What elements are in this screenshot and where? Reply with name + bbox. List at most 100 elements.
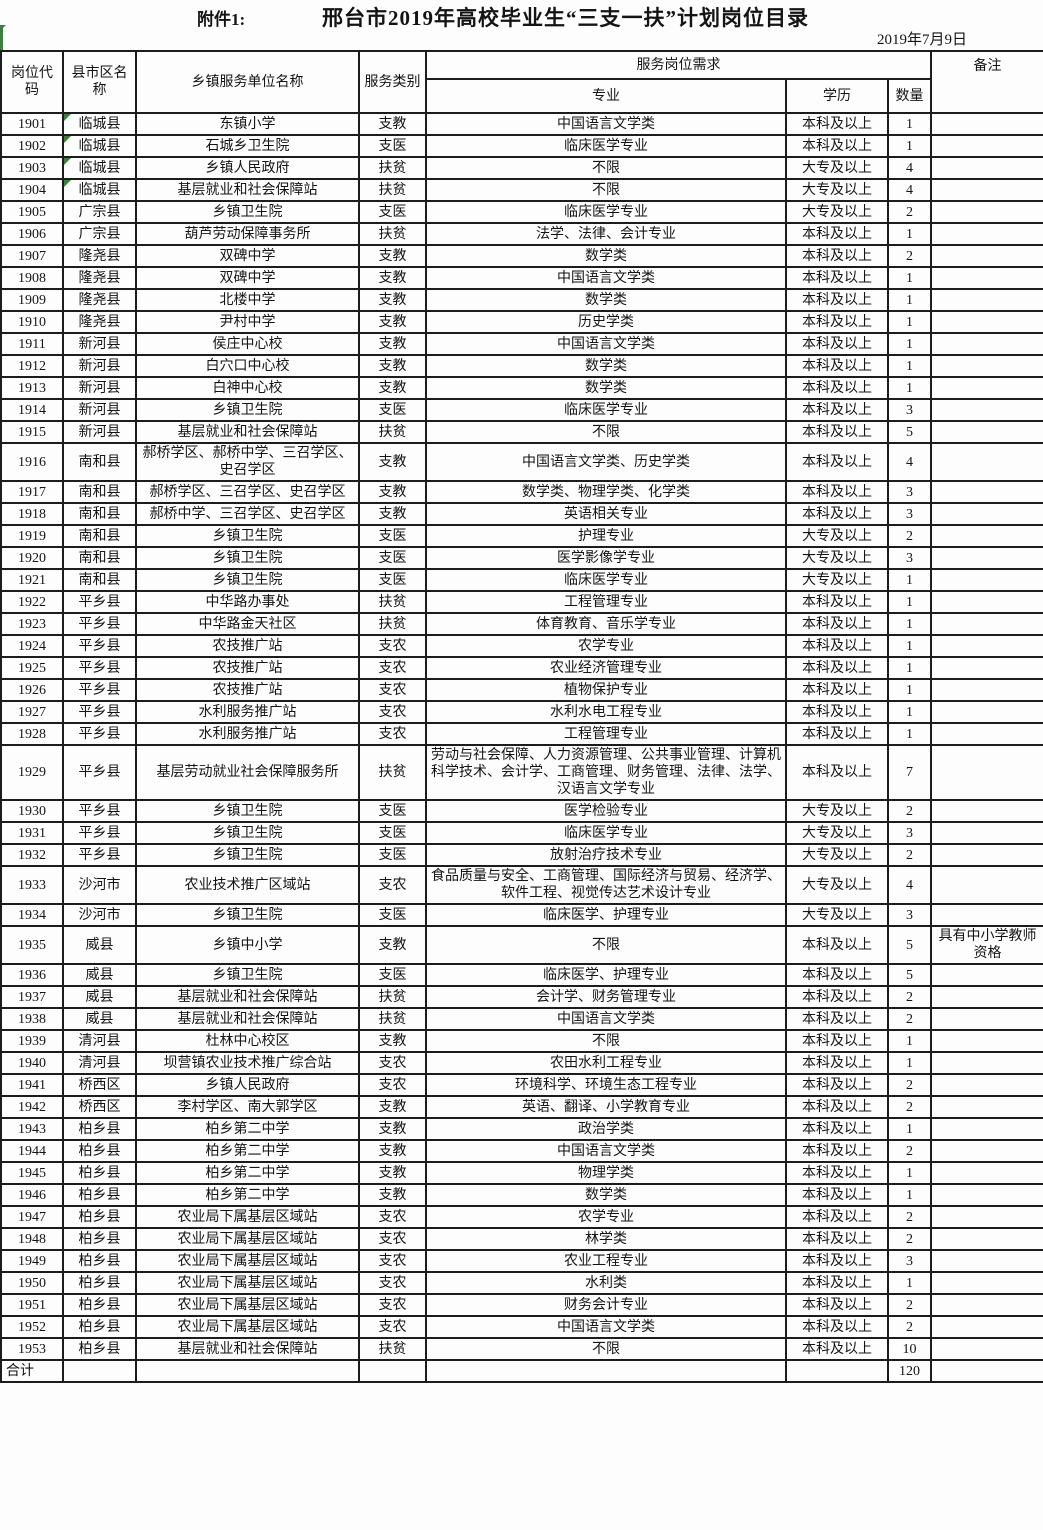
- cell-qty: 5: [887, 963, 932, 987]
- table-row: 1913 新河县 白神中心校 支教 数学类 本科及以上 1: [0, 376, 1043, 400]
- cell-county: 新河县: [62, 354, 137, 378]
- cell-education: 本科及以上: [785, 1007, 889, 1031]
- cell-category: 扶贫: [358, 985, 427, 1009]
- cell-education: 本科及以上: [785, 442, 889, 482]
- cell-major: 中国语言文学类: [425, 1139, 787, 1163]
- cell-code: 1941: [0, 1073, 64, 1097]
- cell-qty: 2: [887, 1293, 932, 1317]
- total-row: 合计 120: [0, 1359, 1043, 1383]
- cell-county: 桥西区: [62, 1073, 137, 1097]
- table-row: 1920 南和县 乡镇卫生院 支医 医学影像学专业 大专及以上 3: [0, 546, 1043, 570]
- table-row: 1930 平乡县 乡镇卫生院 支医 医学检验专业 大专及以上 2: [0, 799, 1043, 823]
- cell-unit: 水利服务推广站: [135, 722, 360, 746]
- cell-category: 支教: [358, 288, 427, 312]
- cell-qty: 2: [887, 843, 932, 867]
- table-row: 1932 平乡县 乡镇卫生院 支医 放射治疗技术专业 大专及以上 2: [0, 843, 1043, 867]
- cell-qty: 1: [887, 354, 932, 378]
- table-row: 1946 柏乡县 柏乡第二中学 支教 数学类 本科及以上 1: [0, 1183, 1043, 1207]
- cell-county: 隆尧县: [62, 288, 137, 312]
- table-row: 1928 平乡县 水利服务推广站 支农 工程管理专业 本科及以上 1: [0, 722, 1043, 746]
- cell-county: 平乡县: [62, 678, 137, 702]
- cell-education: 本科及以上: [785, 134, 889, 158]
- cell-major: 数学类: [425, 376, 787, 400]
- cell-qty: 3: [887, 480, 932, 504]
- cell-county: 新河县: [62, 398, 137, 422]
- cell-major: 林学类: [425, 1227, 787, 1251]
- cell-county: 南和县: [62, 442, 137, 482]
- cell-unit: 基层劳动就业社会保障服务所: [135, 744, 360, 801]
- cell-county: 隆尧县: [62, 266, 137, 290]
- cell-remark: [930, 376, 1043, 400]
- cell-unit: 乡镇卫生院: [135, 799, 360, 823]
- cell-major: 农学专业: [425, 634, 787, 658]
- cell-major: 数学类: [425, 1183, 787, 1207]
- cell-remark: [930, 1073, 1043, 1097]
- cell-county: 威县: [62, 1007, 137, 1031]
- cell-category: 支教: [358, 1117, 427, 1141]
- cell-county: 平乡县: [62, 722, 137, 746]
- cell-major: 临床医学专业: [425, 568, 787, 592]
- cell-major: 不限: [425, 925, 787, 965]
- cell-remark: [930, 244, 1043, 268]
- cell-qty: 1: [887, 1117, 932, 1141]
- cell-qty: 1: [887, 134, 932, 158]
- cell-unit: 柏乡第二中学: [135, 1161, 360, 1185]
- table-row: 1925 平乡县 农技推广站 支农 农业经济管理专业 本科及以上 1: [0, 656, 1043, 680]
- cell-qty: 1: [887, 568, 932, 592]
- cell-major: 不限: [425, 178, 787, 202]
- cell-education: 本科及以上: [785, 985, 889, 1009]
- table-row: 1922 平乡县 中华路办事处 扶贫 工程管理专业 本科及以上 1: [0, 590, 1043, 614]
- cell-code: 1916: [0, 442, 64, 482]
- cell-unit: 农业局下属基层区域站: [135, 1315, 360, 1339]
- cell-code: 1937: [0, 985, 64, 1009]
- cell-county: 沙河市: [62, 903, 137, 927]
- col-header-category: 服务类别: [358, 50, 427, 114]
- cell-remark: [930, 442, 1043, 482]
- table-row: 1940 清河县 坝营镇农业技术推广综合站 支农 农田水利工程专业 本科及以上 1: [0, 1051, 1043, 1075]
- cell-qty: 1: [887, 1029, 932, 1053]
- cell-category: 支医: [358, 821, 427, 845]
- table-row: 1909 隆尧县 北楼中学 支教 数学类 本科及以上 1: [0, 288, 1043, 312]
- cell-education: 本科及以上: [785, 1095, 889, 1119]
- cell-code: 1923: [0, 612, 64, 636]
- cell-unit: 尹村中学: [135, 310, 360, 334]
- cell-remark: [930, 590, 1043, 614]
- cell-code: 1915: [0, 420, 64, 444]
- attachment-label: 附件1:: [197, 10, 246, 29]
- cell-category: 扶贫: [358, 420, 427, 444]
- cell-education: 大专及以上: [785, 178, 889, 202]
- cell-education: 本科及以上: [785, 1249, 889, 1273]
- cell-education: 本科及以上: [785, 1051, 889, 1075]
- cell-category: 支教: [358, 1139, 427, 1163]
- cell-category: 支农: [358, 1315, 427, 1339]
- cell-qty: 1: [887, 678, 932, 702]
- cell-qty: 2: [887, 1007, 932, 1031]
- cell-major: 中国语言文学类: [425, 1315, 787, 1339]
- cell-unit: 农业局下属基层区域站: [135, 1249, 360, 1273]
- cell-remark: [930, 1095, 1043, 1119]
- table-row: 1929 平乡县 基层劳动就业社会保障服务所 扶贫 劳动与社会保障、人力资源管理、公共事…: [0, 744, 1043, 801]
- cell-code: 1905: [0, 200, 64, 224]
- cell-category: 支教: [358, 332, 427, 356]
- cell-unit: 东镇小学: [135, 112, 360, 136]
- cell-category: 支教: [358, 112, 427, 136]
- cell-remark: [930, 963, 1043, 987]
- col-header-demand-group: 服务岗位需求: [425, 50, 932, 80]
- cell-major: 工程管理专业: [425, 722, 787, 746]
- cell-county: 威县: [62, 985, 137, 1009]
- cell-qty: 1: [887, 266, 932, 290]
- cell-major: 财务会计专业: [425, 1293, 787, 1317]
- cell-code: 1914: [0, 398, 64, 422]
- cell-major: 劳动与社会保障、人力资源管理、公共事业管理、计算机科学技术、会计学、工商管理、财…: [425, 744, 787, 801]
- cell-code: 1949: [0, 1249, 64, 1273]
- cell-qty: 10: [887, 1337, 932, 1361]
- cell-code: 1919: [0, 524, 64, 548]
- cell-qty: 1: [887, 288, 932, 312]
- cell-category: 支农: [358, 1293, 427, 1317]
- cell-code: 1943: [0, 1117, 64, 1141]
- cell-category: 支教: [358, 442, 427, 482]
- cell-education: 本科及以上: [785, 1271, 889, 1295]
- cell-remark: [930, 678, 1043, 702]
- cell-category: 支农: [358, 1051, 427, 1075]
